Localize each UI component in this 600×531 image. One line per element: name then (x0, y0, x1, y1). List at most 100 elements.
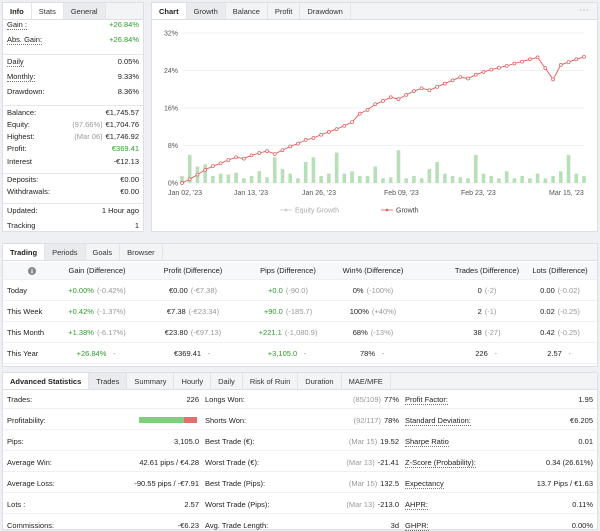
tab-summary[interactable]: Summary (127, 373, 175, 389)
growth-point[interactable] (187, 177, 192, 182)
tab-advanced-statistics[interactable]: Advanced Statistics (3, 373, 90, 389)
growth-point[interactable] (365, 108, 370, 112)
tab-goals[interactable]: Goals (86, 244, 121, 260)
tab-drawdown[interactable]: Drawdown (300, 3, 351, 19)
cell-difference: (-0.25) (557, 306, 580, 316)
stat-context: (Mar 13) (346, 458, 375, 467)
cell-content: 38 (-27) (473, 328, 500, 337)
growth-point[interactable] (195, 172, 200, 177)
column-header[interactable]: Profit (Difference) (163, 266, 223, 275)
growth-point[interactable] (473, 72, 478, 77)
tab-info[interactable]: Info (3, 3, 32, 19)
column-header[interactable]: Lots (Difference) (532, 266, 588, 275)
growth-point[interactable] (574, 57, 579, 62)
growth-point[interactable] (528, 57, 532, 62)
growth-point[interactable] (311, 136, 316, 140)
tab-trades[interactable]: Trades (89, 373, 128, 389)
growth-point[interactable] (520, 59, 525, 64)
growth-point[interactable] (296, 141, 300, 146)
growth-point[interactable] (303, 138, 308, 142)
tab-chart[interactable]: Chart (152, 3, 187, 19)
growth-point[interactable] (558, 63, 563, 67)
growth-point[interactable] (180, 181, 184, 185)
growth-point[interactable] (218, 161, 223, 166)
cell-content: €369.41- (174, 349, 212, 358)
tab-hourly[interactable]: Hourly (174, 373, 212, 389)
stat-label: Updated: (7, 206, 38, 215)
growth-point[interactable] (234, 155, 238, 160)
growth-point[interactable] (551, 77, 555, 82)
stat-row: Drawdown: 8.36% (7, 86, 139, 97)
tab-mae-mfe[interactable]: MAE/MFE (342, 373, 391, 389)
column-header[interactable]: Gain (Difference) (68, 266, 126, 275)
growth-point[interactable] (412, 89, 416, 93)
growth-point[interactable] (450, 78, 455, 83)
growth-point[interactable] (211, 164, 215, 168)
cell-value: 2 (477, 306, 482, 316)
growth-point[interactable] (458, 75, 463, 79)
volume-bar (427, 168, 432, 183)
volume-bar (443, 173, 447, 183)
growth-point[interactable] (396, 97, 401, 101)
growth-point[interactable] (419, 86, 424, 91)
tab-risk-of-ruin[interactable]: Risk of Ruin (243, 373, 299, 389)
growth-point[interactable] (466, 76, 470, 81)
legend-equity-growth[interactable]: Equity Growth (295, 208, 339, 215)
growth-point[interactable] (342, 123, 347, 128)
tab-profit[interactable]: Profit (268, 3, 301, 19)
tab-balance[interactable]: Balance (226, 3, 268, 19)
info-icon[interactable] (25, 262, 39, 279)
tab-general[interactable]: General (63, 3, 106, 19)
column-header[interactable]: Pips (Difference) (260, 266, 316, 275)
growth-point[interactable] (249, 153, 254, 158)
growth-point[interactable] (435, 85, 439, 89)
tab-duration[interactable]: Duration (298, 373, 342, 389)
growth-point[interactable] (497, 65, 501, 70)
growth-point[interactable] (566, 60, 571, 64)
growth-point[interactable] (226, 158, 231, 162)
growth-point[interactable] (357, 111, 362, 116)
growth-point[interactable] (334, 127, 339, 131)
growth-point[interactable] (350, 120, 354, 124)
tab-browser[interactable]: Browser (120, 244, 163, 260)
cell-content: +0.0 (-90.0) (268, 286, 308, 295)
growth-point[interactable] (543, 66, 548, 71)
growth-point[interactable] (404, 93, 409, 97)
cell-content: +26.84% - (77, 349, 118, 358)
tab-trading[interactable]: Trading (3, 244, 46, 260)
growth-point[interactable] (327, 130, 331, 134)
column-header[interactable]: Trades (Difference) (454, 266, 520, 275)
growth-point[interactable] (442, 81, 447, 86)
stat-label-text: Standard Deviation: (405, 415, 471, 426)
growth-point[interactable] (427, 88, 432, 93)
growth-point[interactable] (489, 67, 494, 72)
growth-point[interactable] (288, 144, 293, 149)
growth-point[interactable] (381, 99, 385, 103)
tab-growth[interactable]: Growth (186, 3, 226, 19)
volume-bar (373, 166, 378, 183)
growth-point[interactable] (388, 95, 393, 100)
dots-icon[interactable]: ⋯ (579, 5, 589, 16)
growth-point[interactable] (373, 102, 378, 107)
growth-point[interactable] (203, 168, 208, 172)
stat-value-group: €369.41 (112, 144, 139, 153)
growth-point[interactable] (280, 148, 285, 153)
growth-point[interactable] (504, 63, 509, 68)
growth-point[interactable] (257, 151, 262, 155)
growth-point[interactable] (272, 152, 277, 156)
legend-growth[interactable]: Growth (396, 208, 419, 215)
growth-point[interactable] (265, 149, 269, 153)
column-header[interactable]: Win% (Difference) (342, 266, 404, 275)
growth-point[interactable] (535, 55, 540, 60)
growth-point[interactable] (582, 55, 586, 59)
tab-stats[interactable]: Stats (31, 3, 64, 19)
growth-point[interactable] (319, 132, 324, 137)
stat-value: 1 Hour ago (101, 206, 139, 215)
stat-label-text: Sharpe Ratio (405, 436, 449, 447)
growth-point[interactable] (481, 70, 486, 74)
growth-point[interactable] (512, 61, 517, 66)
tab-daily[interactable]: Daily (211, 373, 243, 389)
growth-point[interactable] (241, 156, 246, 161)
tab-periods[interactable]: Periods (45, 244, 86, 260)
info-tabs: Info Stats General (3, 3, 143, 20)
